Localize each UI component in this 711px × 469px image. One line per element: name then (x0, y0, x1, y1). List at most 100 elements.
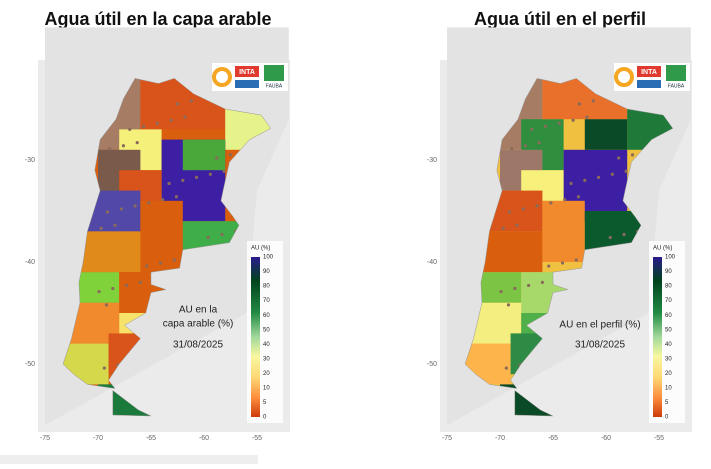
station (108, 147, 112, 151)
station (167, 181, 171, 186)
panel-title: Agua útil en la capa arable (44, 9, 271, 29)
station (125, 283, 129, 288)
station (535, 204, 539, 208)
x-tick-label: -60 (601, 435, 611, 442)
station (128, 127, 132, 131)
station (158, 261, 163, 265)
station (133, 204, 137, 208)
station (104, 303, 109, 307)
station (147, 201, 151, 205)
station (569, 181, 573, 186)
y-tick-label: -50 (427, 361, 437, 368)
logo-inta-bg (235, 66, 259, 77)
station (181, 178, 185, 182)
y-tick-label: -30 (427, 157, 437, 164)
station (138, 280, 142, 284)
y-tick-label: -50 (25, 361, 35, 368)
map-date: 31/08/2025 (575, 340, 625, 351)
region (140, 200, 183, 262)
station (228, 153, 233, 157)
station (596, 175, 601, 179)
station (183, 115, 187, 119)
legend-label: 100 (665, 255, 676, 261)
outline (112, 390, 152, 417)
station (174, 195, 179, 199)
station (175, 102, 180, 106)
logo-inta-bg (637, 66, 661, 77)
logo-fauba: FAUBA (668, 83, 685, 89)
legend-label: 5 (263, 400, 267, 406)
station (145, 264, 149, 268)
legend-label: 5 (665, 400, 669, 406)
station (540, 280, 545, 284)
station (547, 264, 551, 268)
station (523, 144, 528, 148)
legend-label: 30 (263, 356, 270, 362)
station (105, 210, 110, 214)
x-tick-label: -65 (146, 435, 156, 442)
logo-inta: INTA (641, 69, 657, 76)
x-tick-label: -55 (252, 435, 262, 442)
logo-bar (637, 80, 661, 88)
scroll-bar (0, 455, 258, 464)
logo-fauba-flag (666, 65, 686, 81)
station (206, 235, 210, 240)
legend-label: 40 (665, 342, 672, 348)
station (501, 226, 505, 230)
legend-label: 20 (263, 371, 270, 377)
station (215, 156, 219, 160)
station (141, 124, 146, 128)
legend-label: 70 (665, 298, 672, 304)
y-tick-label: -40 (25, 259, 35, 266)
x-tick-label: -60 (199, 435, 209, 442)
station (543, 124, 548, 128)
legend-label: 90 (665, 269, 672, 275)
station (576, 195, 581, 199)
outline (62, 78, 272, 389)
station (583, 178, 587, 182)
station (208, 172, 212, 176)
station (499, 289, 503, 294)
color-bar (653, 257, 662, 417)
logo-ring (614, 67, 634, 87)
station (222, 169, 226, 173)
station (506, 303, 511, 307)
legend-label: 20 (665, 371, 672, 377)
station (155, 121, 159, 125)
station (220, 232, 224, 237)
station (622, 232, 626, 237)
region (584, 119, 628, 150)
panel-title: Agua útil en el perfil (474, 9, 646, 29)
legend-label: 40 (263, 342, 270, 348)
station (624, 169, 628, 173)
station (610, 172, 614, 176)
legend-label: 60 (263, 313, 270, 319)
station (169, 118, 173, 122)
region (542, 200, 585, 262)
map-annotation: AU en el perfil (%) (559, 320, 640, 331)
map-annotation: AU en la (179, 305, 218, 316)
station (513, 286, 517, 291)
legend-label: 0 (263, 415, 267, 421)
map-date: 31/08/2025 (173, 340, 223, 351)
station (119, 207, 123, 211)
legend-label: 80 (263, 284, 270, 290)
station (537, 141, 541, 145)
station (121, 144, 126, 148)
legend-label: 0 (665, 415, 669, 421)
station (527, 283, 531, 288)
station (172, 258, 176, 262)
station (563, 198, 567, 202)
region (76, 231, 141, 273)
logo-bar (235, 80, 259, 88)
legend-label: 80 (665, 284, 672, 290)
station (630, 153, 635, 157)
y-tick-label: -30 (25, 157, 35, 164)
station (591, 99, 595, 103)
logo-inta: INTA (239, 69, 255, 76)
x-tick-label: -55 (654, 435, 664, 442)
x-tick-label: -75 (40, 435, 50, 442)
station (189, 99, 193, 103)
